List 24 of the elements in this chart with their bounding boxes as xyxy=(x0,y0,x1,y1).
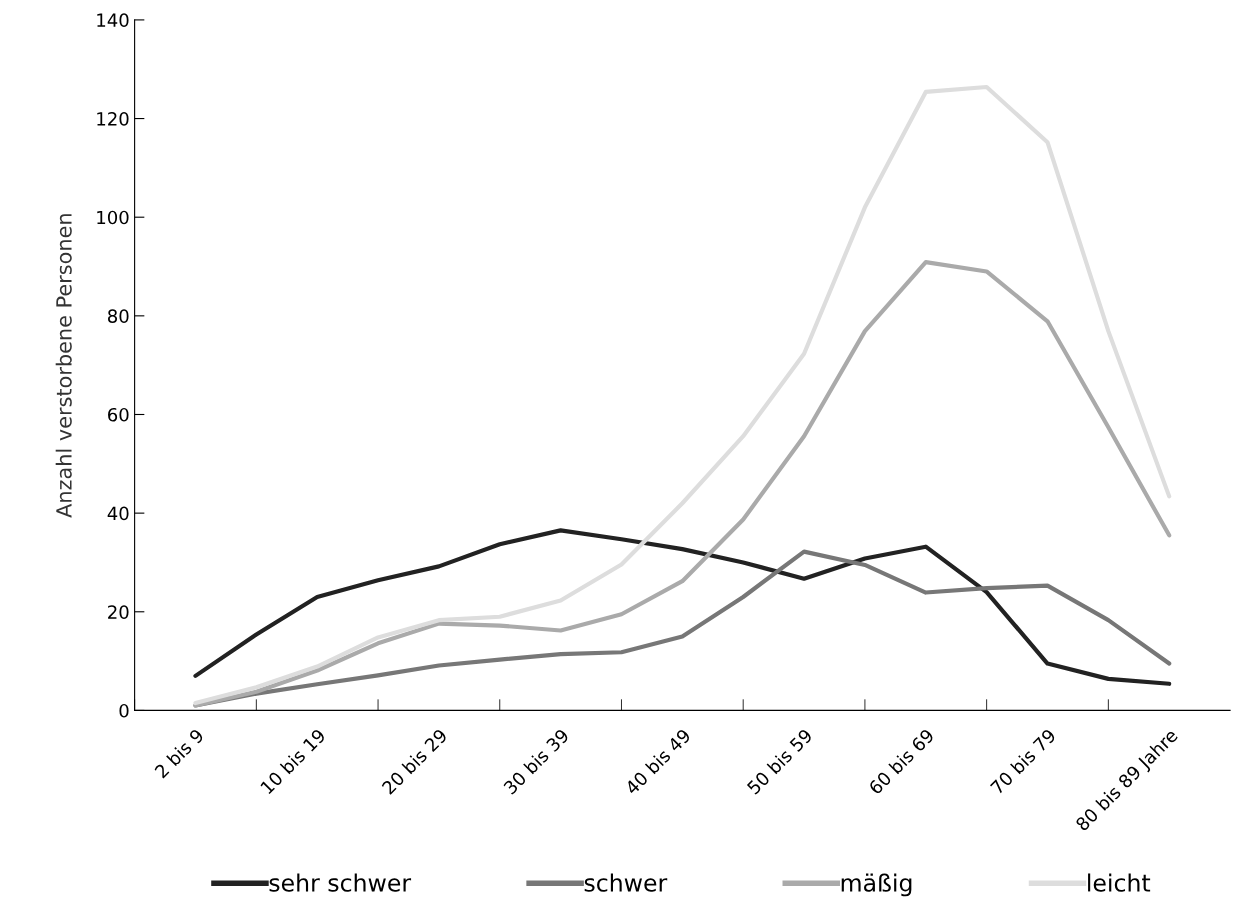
x-tick-label: 20 bis 29 xyxy=(380,727,448,795)
legend-label: mäßig xyxy=(841,873,912,897)
line-series xyxy=(193,84,1172,706)
y-tick-label: 140 xyxy=(97,13,129,28)
y-tick-label: 120 xyxy=(97,112,129,126)
y-tick-label: 80 xyxy=(108,309,129,323)
legend-label: leicht xyxy=(1088,873,1151,892)
line-series xyxy=(193,259,1172,708)
y-tick-label: 0 xyxy=(119,703,129,718)
y-axis-title: Anzahl verstorbene Personen xyxy=(55,214,72,518)
legend-label: sehr schwer xyxy=(269,873,412,892)
line-series xyxy=(193,528,1172,686)
legend-label: schwer xyxy=(584,873,668,892)
x-tick-label: 10 bis 19 xyxy=(259,727,327,795)
x-tick-label: 70 bis 79 xyxy=(989,727,1057,795)
x-tick-label: 50 bis 59 xyxy=(746,727,814,795)
y-tick-label: 20 xyxy=(108,605,129,619)
x-tick-label: 30 bis 39 xyxy=(502,727,570,795)
x-tick-label: 60 bis 69 xyxy=(867,727,935,795)
y-tick-label: 60 xyxy=(108,407,129,422)
x-tick-label: 2 bis 9 xyxy=(153,727,205,779)
x-tick-label: 40 bis 49 xyxy=(624,727,692,796)
y-tick-label: 40 xyxy=(107,506,129,521)
y-tick-label: 100 xyxy=(97,210,129,225)
